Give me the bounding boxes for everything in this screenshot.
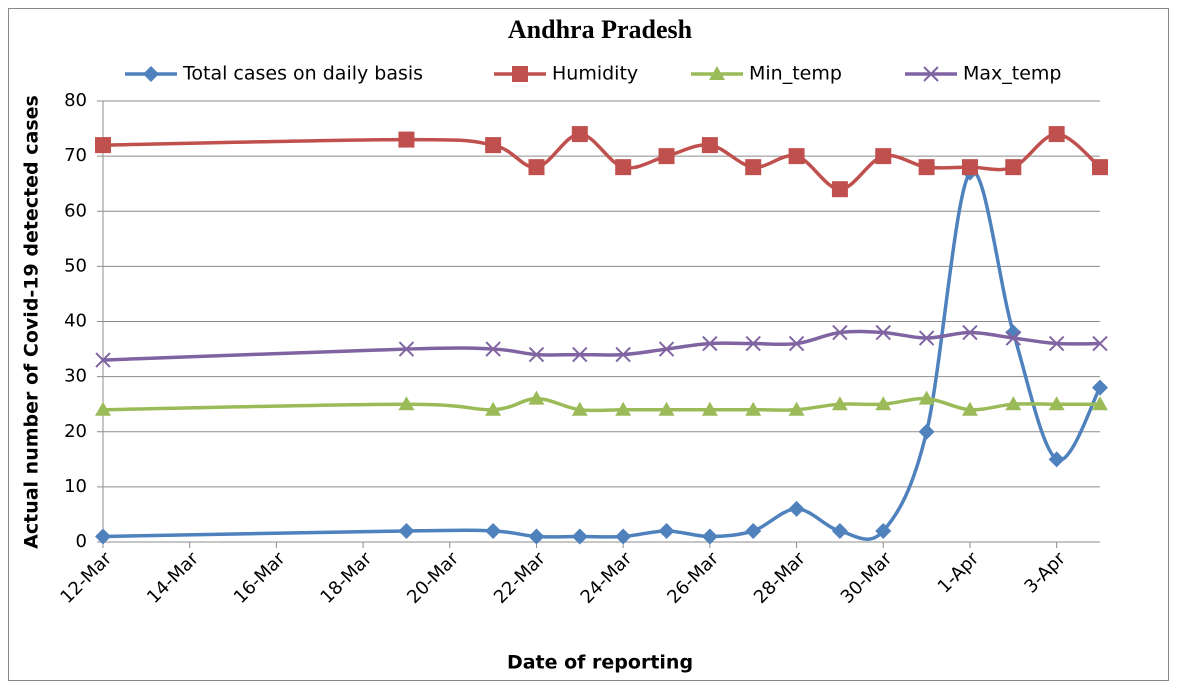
chart-frame: [8, 8, 1169, 681]
y-tick-label: 70: [64, 145, 87, 166]
legend-label: Total cases on daily basis: [182, 63, 423, 85]
marker: [745, 522, 762, 539]
chart-title: Andhra Pradesh: [508, 15, 693, 44]
marker: [485, 401, 502, 416]
marker: [528, 390, 545, 405]
marker: [615, 528, 632, 545]
marker: [572, 346, 588, 363]
marker: [1048, 396, 1065, 411]
marker: [485, 522, 502, 539]
marker: [832, 324, 848, 341]
marker: [745, 335, 761, 352]
y-tick-label: 0: [76, 531, 87, 552]
legend-label: Max_temp: [963, 63, 1062, 85]
marker: [875, 324, 891, 341]
y-tick-label: 30: [64, 366, 87, 387]
marker: [1092, 379, 1108, 396]
marker: [571, 126, 588, 143]
marker: [615, 401, 632, 416]
marker: [701, 137, 718, 154]
marker: [788, 500, 805, 517]
marker: [745, 159, 762, 176]
marker: [1092, 396, 1108, 411]
marker: [571, 528, 588, 545]
x-axis-label: Date of reporting: [507, 652, 693, 674]
legend-marker: [709, 66, 725, 80]
marker: [658, 148, 675, 165]
marker: [831, 396, 848, 411]
marker: [701, 401, 718, 416]
marker: [1005, 159, 1022, 176]
series: [95, 164, 1108, 545]
marker: [528, 159, 545, 176]
marker: [702, 335, 718, 352]
marker: [95, 352, 111, 368]
legend-marker: [923, 66, 939, 82]
marker: [701, 528, 718, 545]
marker: [788, 335, 805, 352]
marker: [658, 522, 675, 539]
legend-marker: [143, 66, 159, 82]
marker: [398, 131, 415, 148]
y-tick-label: 10: [64, 476, 87, 497]
marker: [398, 396, 415, 411]
marker: [1092, 159, 1108, 176]
marker: [1005, 396, 1022, 411]
y-tick-label: 60: [64, 200, 87, 221]
series-line: [102, 329, 1101, 362]
marker: [615, 346, 631, 363]
marker: [528, 528, 545, 545]
marker: [571, 401, 588, 416]
marker: [485, 341, 501, 357]
marker: [95, 528, 111, 545]
marker: [918, 159, 935, 176]
y-axis-label: Actual number of Covid-19 detected cases: [21, 95, 43, 549]
marker: [658, 401, 675, 416]
marker: [1048, 335, 1065, 352]
marker: [788, 401, 805, 416]
marker: [918, 423, 935, 440]
marker: [831, 522, 848, 539]
marker: [1048, 126, 1065, 143]
y-tick-label: 40: [64, 311, 87, 332]
marker: [961, 401, 978, 416]
marker: [918, 390, 935, 405]
series: [95, 390, 1108, 416]
marker: [1005, 330, 1022, 346]
y-tick-label: 20: [64, 421, 87, 442]
series: [95, 126, 1108, 198]
marker: [1092, 335, 1108, 352]
marker: [831, 181, 848, 198]
marker: [658, 341, 675, 357]
y-tick-label: 80: [64, 90, 87, 111]
marker: [615, 159, 632, 176]
legend-marker: [512, 66, 528, 82]
marker: [918, 330, 935, 346]
marker: [788, 148, 805, 165]
marker: [745, 401, 762, 416]
marker: [485, 137, 502, 154]
marker: [875, 396, 892, 411]
marker: [95, 137, 111, 154]
marker: [1048, 451, 1065, 468]
marker: [95, 401, 111, 416]
marker: [875, 522, 892, 539]
legend-label: Min_temp: [749, 63, 842, 85]
marker: [875, 148, 892, 165]
marker: [961, 159, 978, 176]
y-tick-label: 50: [64, 255, 87, 276]
marker: [398, 522, 415, 539]
series: [95, 324, 1108, 368]
marker: [962, 324, 978, 341]
marker: [398, 341, 415, 357]
legend-label: Humidity: [552, 63, 638, 85]
marker: [528, 346, 545, 363]
